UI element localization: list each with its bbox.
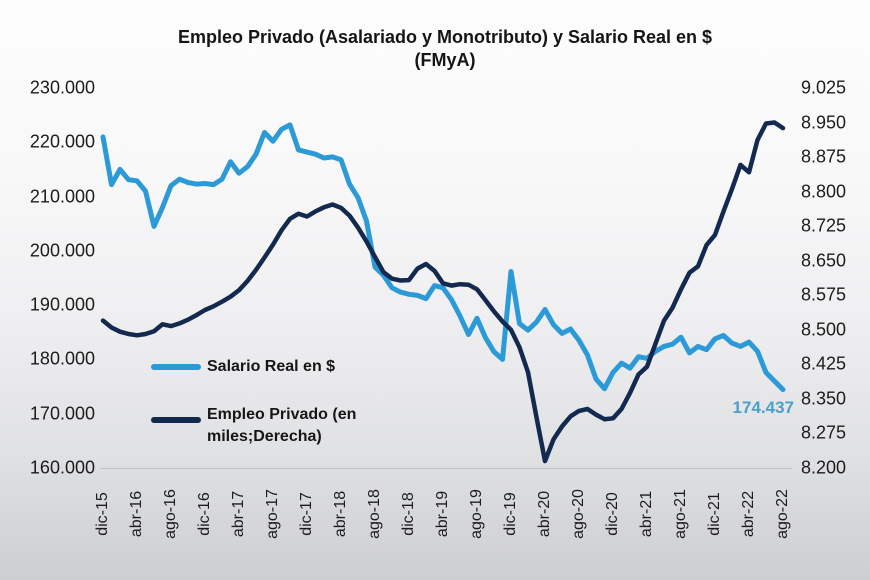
right-axis-tick: 8.875 (801, 146, 847, 167)
right-axis-tick: 8.725 (801, 215, 847, 236)
left-axis-tick: 210.000 (29, 186, 95, 207)
right-axis-tick: 8.950 (801, 112, 847, 133)
left-axis-tick: 220.000 (29, 131, 95, 152)
empleo-legend-swatch (151, 417, 201, 423)
empleo-legend-label: Empleo Privado (en miles;Derecha) (207, 404, 356, 448)
salario-legend-label: Salario Real en $ (207, 358, 336, 375)
last-value-annotation: 174.437 (732, 398, 794, 417)
empleo-legend-label-line1: Empleo Privado (en (207, 406, 357, 423)
chart-title-line2: (FMyA) (414, 50, 476, 71)
right-axis-tick: 8.800 (801, 181, 847, 202)
right-axis-tick: 8.425 (801, 353, 847, 374)
right-axis-tick: 8.650 (801, 250, 847, 271)
salario-legend-swatch (151, 364, 201, 370)
right-axis-tick: 9.025 (801, 77, 847, 98)
left-axis-tick: 230.000 (29, 77, 95, 98)
left-axis-tick: 190.000 (29, 294, 95, 315)
right-axis-tick: 8.200 (801, 457, 847, 478)
left-axis-tick: 180.000 (29, 348, 95, 369)
chart-title-line1: Empleo Privado (Asalariado y Monotributo… (177, 27, 713, 47)
right-axis-tick: 8.350 (801, 388, 847, 409)
chart-title: Empleo Privado (Asalariado y Monotributo… (55, 26, 835, 72)
left-axis-tick: 200.000 (29, 240, 95, 261)
salario-series-line (100, 122, 786, 393)
empleo-series-line (100, 120, 786, 464)
right-axis-tick: 8.275 (801, 422, 847, 443)
right-axis-tick: 8.575 (801, 284, 847, 305)
left-axis-tick: 160.000 (29, 457, 95, 478)
right-axis-tick: 8.500 (801, 319, 847, 340)
empleo-legend-label-line2: miles;Derecha) (207, 428, 322, 445)
left-axis-tick: 170.000 (29, 403, 95, 424)
